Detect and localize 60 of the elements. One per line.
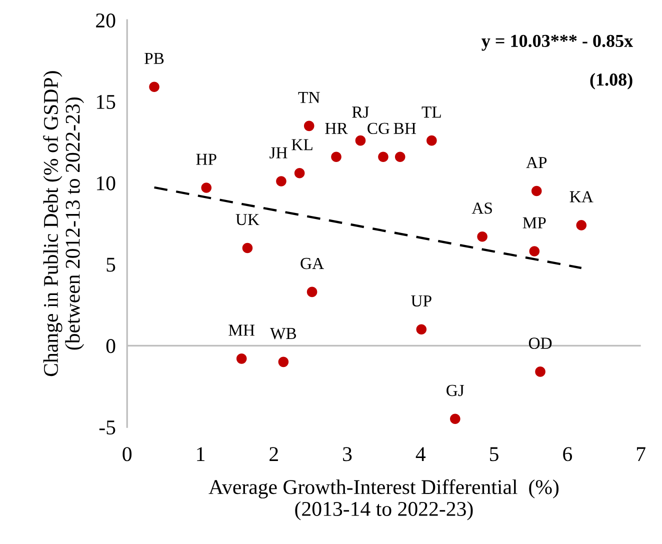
point (535, 366, 546, 377)
point (331, 152, 342, 162)
point (278, 356, 289, 368)
x-tick-label: 2 (270, 447, 278, 461)
point (236, 354, 247, 364)
point (531, 186, 542, 196)
x-tick-label: 1 (197, 447, 204, 461)
annotation: JH (270, 147, 288, 158)
x-tick-label: 0 (122, 447, 132, 462)
point (201, 182, 212, 193)
annotation: GA (300, 258, 324, 270)
annotation: CG (368, 122, 390, 134)
point (355, 135, 366, 146)
annotation: AS (472, 202, 492, 214)
x-axis-title: Average Growth-Interest Differential (%) (2013-14 to 2022-23) (208, 479, 559, 520)
y-tick-label: 10 (96, 176, 116, 190)
annotation: HP (196, 154, 216, 165)
annotation: HR (325, 122, 348, 134)
y-axis-title: Change in Public Debt (% of GSDP) (between 2012-13 to 2022-23) (43, 71, 84, 376)
point (477, 231, 488, 242)
annotation: MP (522, 217, 546, 228)
point (378, 152, 388, 162)
point (276, 176, 286, 186)
annotation: KA (570, 191, 594, 202)
annotation: UP (411, 295, 432, 307)
annotation: RJ (352, 106, 369, 118)
point (576, 220, 587, 230)
annotation: GJ (446, 384, 464, 396)
point (529, 246, 540, 256)
annotation: TN (298, 92, 320, 103)
annotation: UK (236, 214, 260, 226)
annotation: y = 10.03*** - 0.85x (482, 34, 634, 51)
point (426, 135, 437, 146)
annotation: TL (422, 106, 441, 118)
annotation: KL (292, 139, 312, 150)
annotation: (1.08) (590, 73, 632, 90)
x-tick-label: 6 (563, 447, 572, 462)
annotation: AP (526, 157, 547, 168)
x-tick-label: 5 (490, 447, 498, 462)
point (416, 324, 427, 335)
point (242, 242, 253, 254)
x-tick-label: 4 (416, 447, 426, 461)
point (294, 168, 305, 178)
x-tick-label: 3 (343, 447, 352, 462)
y-tick-label: 5 (106, 258, 116, 272)
y-tick-label: -5 (99, 420, 116, 434)
point (394, 152, 406, 162)
point (304, 120, 314, 132)
y-tick-label: 20 (96, 14, 116, 28)
annotation: PB (144, 52, 164, 64)
x-tick-label: 7 (636, 447, 646, 461)
annotation: OD (528, 338, 552, 349)
point (450, 414, 460, 424)
y-tick-label: 0 (106, 339, 116, 354)
annotation: MH (228, 324, 255, 336)
annotation: WB (270, 328, 296, 340)
annotation: BH (394, 122, 416, 134)
point (306, 286, 318, 298)
y-tick-label: 15 (96, 94, 116, 109)
point (149, 82, 160, 92)
